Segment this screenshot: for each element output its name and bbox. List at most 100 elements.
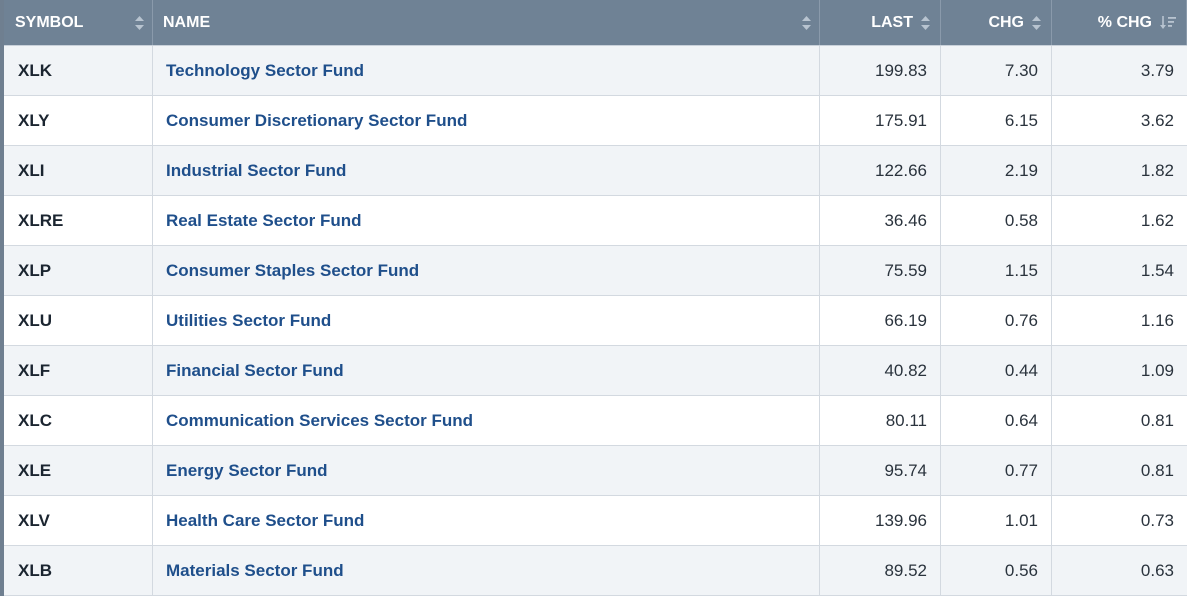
pct-chg-cell: 1.09 bbox=[1052, 346, 1187, 395]
sort-both-arrows-icon[interactable] bbox=[802, 15, 811, 30]
header-chg[interactable]: CHG bbox=[941, 0, 1052, 45]
fund-name-link[interactable]: Technology Sector Fund bbox=[166, 60, 365, 80]
chg-value: 1.01 bbox=[1004, 510, 1038, 530]
table-row: XLV Health Care Sector Fund 139.96 1.01 … bbox=[4, 496, 1187, 546]
last-value: 75.59 bbox=[884, 260, 927, 280]
last-value: 199.83 bbox=[875, 60, 927, 80]
symbol-cell: XLE bbox=[4, 446, 153, 495]
chg-cell: 6.15 bbox=[941, 96, 1052, 145]
pct-chg-cell: 1.16 bbox=[1052, 296, 1187, 345]
chg-cell: 1.01 bbox=[941, 496, 1052, 545]
symbol-cell: XLV bbox=[4, 496, 153, 545]
last-cell: 122.66 bbox=[820, 146, 941, 195]
name-cell: Real Estate Sector Fund bbox=[153, 196, 820, 245]
chg-cell: 0.76 bbox=[941, 296, 1052, 345]
symbol-cell: XLI bbox=[4, 146, 153, 195]
chg-value: 1.15 bbox=[1004, 260, 1038, 280]
last-value: 95.74 bbox=[884, 460, 927, 480]
table-row: XLY Consumer Discretionary Sector Fund 1… bbox=[4, 96, 1187, 146]
pct-chg-cell: 0.73 bbox=[1052, 496, 1187, 545]
fund-name-link[interactable]: Health Care Sector Fund bbox=[166, 510, 365, 530]
header-symbol[interactable]: SYMBOL bbox=[4, 0, 153, 45]
chg-cell: 0.64 bbox=[941, 396, 1052, 445]
last-cell: 199.83 bbox=[820, 46, 941, 95]
chg-cell: 7.30 bbox=[941, 46, 1052, 95]
fund-name-link[interactable]: Real Estate Sector Fund bbox=[166, 210, 362, 230]
header-last[interactable]: LAST bbox=[820, 0, 941, 45]
last-value: 139.96 bbox=[875, 510, 927, 530]
symbol-text: XLK bbox=[18, 60, 52, 80]
pct-chg-cell: 0.81 bbox=[1052, 396, 1187, 445]
table-row: XLC Communication Services Sector Fund 8… bbox=[4, 396, 1187, 446]
fund-name-link[interactable]: Financial Sector Fund bbox=[166, 360, 344, 380]
pct-chg-value: 1.62 bbox=[1140, 210, 1174, 230]
symbol-text: XLV bbox=[18, 510, 50, 530]
symbol-cell: XLRE bbox=[4, 196, 153, 245]
chg-cell: 0.77 bbox=[941, 446, 1052, 495]
chg-cell: 1.15 bbox=[941, 246, 1052, 295]
pct-chg-value: 0.63 bbox=[1140, 560, 1174, 580]
last-cell: 175.91 bbox=[820, 96, 941, 145]
chg-cell: 0.58 bbox=[941, 196, 1052, 245]
header-symbol-label: SYMBOL bbox=[15, 13, 84, 31]
pct-chg-cell: 1.54 bbox=[1052, 246, 1187, 295]
symbol-cell: XLU bbox=[4, 296, 153, 345]
chg-cell: 0.44 bbox=[941, 346, 1052, 395]
fund-name-link[interactable]: Communication Services Sector Fund bbox=[166, 410, 474, 430]
last-value: 89.52 bbox=[884, 560, 927, 580]
chg-value: 6.15 bbox=[1004, 110, 1038, 130]
sort-both-arrows-icon[interactable] bbox=[135, 15, 144, 30]
symbol-cell: XLY bbox=[4, 96, 153, 145]
name-cell: Communication Services Sector Fund bbox=[153, 396, 820, 445]
chg-cell: 2.19 bbox=[941, 146, 1052, 195]
header-pct-chg[interactable]: % CHG bbox=[1052, 0, 1187, 45]
pct-chg-cell: 3.79 bbox=[1052, 46, 1187, 95]
pct-chg-cell: 0.81 bbox=[1052, 446, 1187, 495]
chg-value: 0.58 bbox=[1004, 210, 1038, 230]
last-cell: 80.11 bbox=[820, 396, 941, 445]
fund-name-link[interactable]: Utilities Sector Fund bbox=[166, 310, 332, 330]
table-header: SYMBOL NAME LAST CHG % CHG bbox=[4, 0, 1187, 46]
symbol-text: XLP bbox=[18, 260, 52, 280]
pct-chg-value: 0.81 bbox=[1140, 460, 1174, 480]
last-value: 175.91 bbox=[875, 110, 927, 130]
fund-name-link[interactable]: Consumer Discretionary Sector Fund bbox=[166, 110, 468, 130]
pct-chg-value: 1.16 bbox=[1140, 310, 1174, 330]
pct-chg-value: 1.09 bbox=[1140, 360, 1174, 380]
last-value: 66.19 bbox=[884, 310, 927, 330]
table-row: XLU Utilities Sector Fund 66.19 0.76 1.1… bbox=[4, 296, 1187, 346]
symbol-text: XLI bbox=[18, 160, 45, 180]
table-row: XLE Energy Sector Fund 95.74 0.77 0.81 bbox=[4, 446, 1187, 496]
chg-value: 7.30 bbox=[1004, 60, 1038, 80]
name-cell: Industrial Sector Fund bbox=[153, 146, 820, 195]
header-name[interactable]: NAME bbox=[153, 0, 820, 45]
pct-chg-value: 1.82 bbox=[1140, 160, 1174, 180]
fund-name-link[interactable]: Consumer Staples Sector Fund bbox=[166, 260, 420, 280]
chg-value: 0.77 bbox=[1004, 460, 1038, 480]
symbol-text: XLB bbox=[18, 560, 52, 580]
last-value: 122.66 bbox=[875, 160, 927, 180]
name-cell: Technology Sector Fund bbox=[153, 46, 820, 95]
header-last-label: LAST bbox=[871, 13, 913, 31]
last-value: 40.82 bbox=[884, 360, 927, 380]
fund-name-link[interactable]: Energy Sector Fund bbox=[166, 460, 328, 480]
symbol-cell: XLP bbox=[4, 246, 153, 295]
sort-both-arrows-icon[interactable] bbox=[1032, 15, 1041, 30]
fund-name-link[interactable]: Materials Sector Fund bbox=[166, 560, 344, 580]
table-row: XLF Financial Sector Fund 40.82 0.44 1.0… bbox=[4, 346, 1187, 396]
name-cell: Consumer Staples Sector Fund bbox=[153, 246, 820, 295]
chg-value: 0.64 bbox=[1004, 410, 1038, 430]
table-body: XLK Technology Sector Fund 199.83 7.30 3… bbox=[4, 46, 1187, 596]
fund-name-link[interactable]: Industrial Sector Fund bbox=[166, 160, 347, 180]
sort-both-arrows-icon[interactable] bbox=[921, 15, 930, 30]
header-chg-label: CHG bbox=[988, 13, 1024, 31]
sort-descending-icon[interactable] bbox=[1160, 15, 1176, 30]
pct-chg-cell: 1.82 bbox=[1052, 146, 1187, 195]
table-row: XLP Consumer Staples Sector Fund 75.59 1… bbox=[4, 246, 1187, 296]
symbol-cell: XLC bbox=[4, 396, 153, 445]
chg-value: 0.56 bbox=[1004, 560, 1038, 580]
table-row: XLRE Real Estate Sector Fund 36.46 0.58 … bbox=[4, 196, 1187, 246]
last-cell: 40.82 bbox=[820, 346, 941, 395]
name-cell: Materials Sector Fund bbox=[153, 546, 820, 595]
